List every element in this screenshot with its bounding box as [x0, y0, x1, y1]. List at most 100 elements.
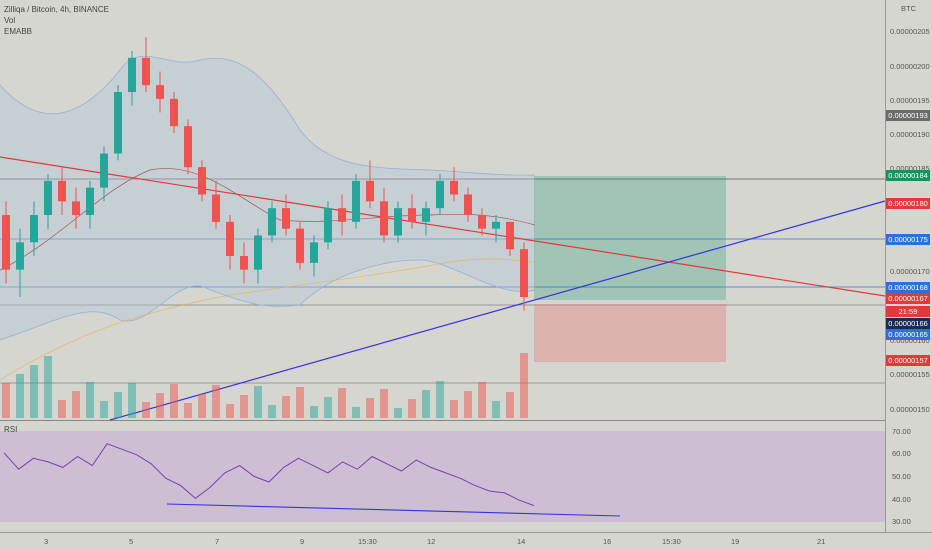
- price-tag-157: 0.00000157: [886, 355, 930, 366]
- candle-body: [436, 180, 444, 209]
- volume-bar: [380, 389, 388, 418]
- volume-bar: [492, 401, 500, 418]
- candle-body: [492, 221, 500, 229]
- volume-bar: [352, 407, 360, 418]
- volume-bar: [394, 408, 402, 418]
- time-tick: 9: [300, 537, 305, 546]
- time-tick: 15:30: [358, 537, 377, 546]
- candle-body: [170, 98, 178, 127]
- volume-bar: [450, 400, 458, 418]
- emabb-indicator-label: EMABB: [4, 27, 33, 36]
- rsi-tick: 60.00: [892, 449, 911, 458]
- price-tag-167: 0.00000167: [886, 293, 930, 304]
- candle-body: [114, 92, 122, 154]
- volume-bar: [366, 398, 374, 418]
- candle-body: [450, 180, 458, 195]
- vol-indicator-label: Vol: [4, 16, 16, 25]
- time-tick: 14: [517, 537, 526, 546]
- candle-body: [408, 208, 416, 222]
- candle-body: [296, 228, 304, 263]
- volume-bar: [226, 404, 234, 418]
- volume-bar: [44, 356, 52, 418]
- rsi-tick: 40.00: [892, 495, 911, 504]
- volume-bar: [58, 400, 66, 418]
- candle-body: [212, 194, 220, 222]
- price-tag-165: 0.00000165: [886, 329, 930, 340]
- volume-bar: [156, 393, 164, 418]
- volume-bar: [100, 401, 108, 418]
- chart-legend: Zilliqa / Bitcoin, 4h, BINANCE Vol EMABB: [4, 4, 109, 37]
- take-profit-zone[interactable]: [534, 176, 726, 300]
- volume-bar: [310, 406, 318, 418]
- candle-body: [394, 208, 402, 236]
- candle-body: [254, 235, 262, 270]
- rsi-tick: 70.00: [892, 427, 911, 436]
- price-tag-168: 0.00000168: [886, 282, 930, 293]
- price-tag-175: 0.00000175: [886, 234, 930, 245]
- volume-bar: [520, 353, 528, 418]
- time-tick: 7: [215, 537, 220, 546]
- volume-bar: [30, 365, 38, 418]
- volume-bar: [86, 382, 94, 418]
- symbol-label: Zilliqa / Bitcoin, 4h, BINANCE: [4, 5, 109, 14]
- rsi-band-fill: [0, 431, 885, 522]
- candle-body: [58, 180, 66, 202]
- price-tick: 0.00000205: [890, 27, 930, 36]
- bollinger-lower: [0, 259, 536, 341]
- ema-long: [0, 258, 536, 381]
- ascending-trendline[interactable]: [109, 200, 886, 421]
- candle-body: [464, 194, 472, 215]
- stop-loss-zone[interactable]: [534, 304, 726, 362]
- time-tick: 12: [427, 537, 436, 546]
- candle-body: [184, 126, 192, 168]
- volume-bar: [324, 397, 332, 418]
- candle-body: [268, 208, 276, 236]
- volume-bar: [2, 383, 10, 418]
- volume-bar: [128, 383, 136, 418]
- candle-body: [72, 201, 80, 215]
- price-tick: 0.00000155: [890, 370, 930, 379]
- currency-label: BTC: [901, 4, 916, 13]
- rsi-label: RSI: [4, 425, 18, 434]
- candle-body: [156, 85, 164, 99]
- volume-bar: [338, 388, 346, 418]
- volume-bar: [142, 402, 150, 418]
- price-tick: 0.00000170: [890, 267, 930, 276]
- time-tick: 5: [129, 537, 134, 546]
- volume-bar: [478, 382, 486, 418]
- price-tag-166: 0.00000166: [886, 318, 930, 329]
- candle-body: [44, 180, 52, 215]
- volume-bar: [16, 374, 24, 418]
- descending-trendline[interactable]: [0, 156, 886, 297]
- candle-body: [2, 215, 10, 270]
- time-tick: 16: [603, 537, 612, 546]
- candle-body: [142, 57, 150, 86]
- candle-body: [30, 215, 38, 243]
- volume-bar: [436, 381, 444, 418]
- candle-body: [380, 201, 388, 236]
- price-tag-180: 0.00000180: [886, 198, 930, 209]
- time-tick: 3: [44, 537, 49, 546]
- volume-bar: [464, 391, 472, 418]
- volume-bar: [282, 396, 290, 418]
- price-tick: 0.00000195: [890, 96, 930, 105]
- candle-body: [310, 242, 318, 263]
- rsi-line: [3, 443, 535, 507]
- candle-body: [366, 180, 374, 202]
- candle-body: [352, 180, 360, 222]
- volume-bar: [296, 387, 304, 418]
- rsi-divergence-line[interactable]: [166, 503, 621, 517]
- volume-bars: [2, 353, 528, 418]
- candle-body: [422, 208, 430, 222]
- candlesticks: [2, 37, 528, 311]
- price-tick: 0.00000185: [890, 164, 930, 173]
- price-tick: 0.00000160: [890, 336, 930, 345]
- candle-body: [226, 221, 234, 256]
- volume-bar: [170, 384, 178, 418]
- countdown-tag: 21:59: [886, 306, 930, 317]
- price-tick: 0.00000150: [890, 405, 930, 414]
- candle-body: [478, 215, 486, 229]
- volume-bar: [72, 391, 80, 418]
- volume-bar: [506, 392, 514, 418]
